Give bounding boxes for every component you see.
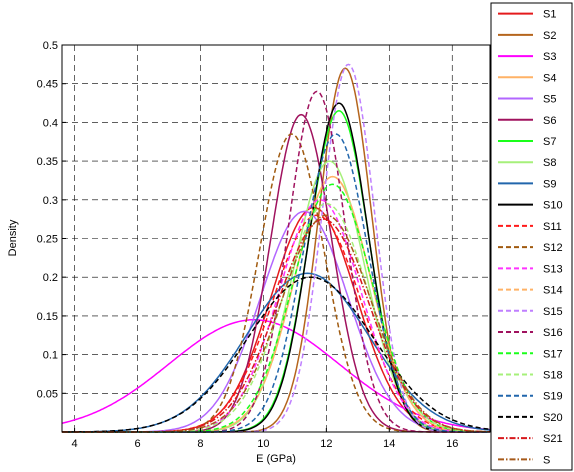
x-tick-label: 14: [383, 438, 395, 450]
legend-label: S5: [543, 94, 556, 106]
legend-label: S2: [543, 30, 556, 42]
legend-label: S3: [543, 51, 556, 63]
legend-label: S9: [543, 178, 556, 190]
series-line-s16: [62, 90, 490, 433]
legend-label: S10: [543, 200, 563, 212]
legend-label: S18: [543, 369, 563, 381]
legend-label: S13: [543, 263, 563, 275]
series-line-s13: [62, 199, 490, 433]
legend-box: [490, 2, 573, 471]
series-line-s14: [62, 175, 491, 433]
y-tick-label: 0.45: [37, 79, 58, 91]
legend-label: S15: [543, 306, 563, 318]
legend-label: S21: [543, 433, 563, 445]
legend-label: S16: [543, 327, 563, 339]
legend-label: S8: [543, 157, 556, 169]
legend-label: S1: [543, 9, 556, 21]
y-tick-label: 0.25: [37, 234, 58, 246]
x-tick-label: 16: [446, 438, 458, 450]
y-tick-label: 0.05: [37, 388, 58, 400]
y-tick-label: 0.5: [43, 40, 58, 52]
legend-label: S12: [543, 242, 563, 254]
x-tick-label: 10: [257, 438, 269, 450]
legend-label: S7: [543, 136, 556, 148]
x-tick-label: 8: [197, 438, 203, 450]
y-axis-label: Density: [7, 219, 19, 256]
series-line-s3: [61, 319, 491, 431]
x-tick-label: 4: [72, 438, 78, 450]
x-tick-label: 12: [320, 438, 332, 450]
y-tick-label: 0.15: [37, 311, 58, 323]
legend-label: S6: [543, 115, 556, 127]
x-tick-label: 6: [134, 438, 140, 450]
legend-label: S20: [543, 412, 563, 424]
y-tick-label: 0.3: [43, 195, 58, 207]
legend-label: S: [543, 454, 550, 466]
series-line-s15: [62, 63, 490, 433]
x-axis-label: E (GPa): [256, 453, 296, 465]
series-line-s11: [62, 214, 490, 433]
legend-label: S14: [543, 285, 563, 297]
y-tick-label: 0.2: [43, 272, 58, 284]
y-tick-label: 0.1: [43, 350, 58, 362]
series-line-s17: [62, 183, 490, 433]
y-tick-label: 0.35: [37, 156, 58, 168]
legend-label: S11: [543, 221, 562, 233]
series-line-s19: [62, 133, 490, 433]
series-line-s9: [62, 272, 491, 433]
legend-label: S19: [543, 391, 563, 403]
axis-ticks: 4 6 8 10 12 14 16 0.05 0.1 0.15 0.2 0.25 0.3 0.35 0.4 0…: [37, 40, 459, 450]
grid-lines: [62, 45, 490, 432]
legend: S1 S2 S3 S4 S5 S6 S7 S8 S9 S10 S11 S12 S13 S14 S15 S16 S…: [490, 2, 573, 471]
y-tick-label: 0.4: [43, 117, 58, 129]
legend-label: S4: [543, 72, 556, 84]
legend-label: S17: [543, 348, 563, 360]
